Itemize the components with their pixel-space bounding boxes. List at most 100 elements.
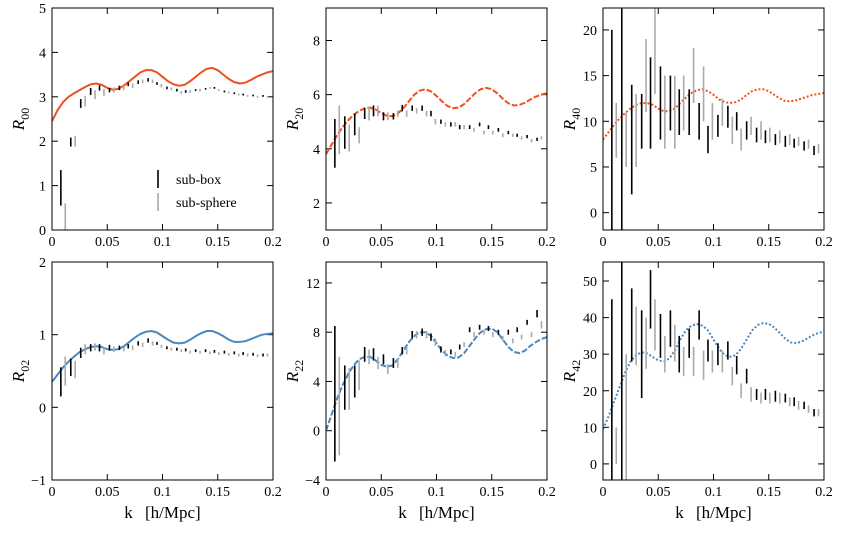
y-axis-label: R22 <box>283 360 306 383</box>
y-tick-label: 0 <box>39 224 46 239</box>
legend-label: sub-box <box>176 173 221 188</box>
x-tick-label: 0.15 <box>480 485 505 500</box>
y-label-main: R <box>283 119 302 131</box>
y-tick-label: 30 <box>583 348 597 363</box>
x-tick-label: 0.1 <box>705 485 723 500</box>
y-tick-label: 10 <box>583 421 597 436</box>
axes-frame <box>325 261 548 481</box>
x-tick-label: 0.05 <box>95 485 120 500</box>
x-tick-label: 0.05 <box>369 235 394 250</box>
model-line <box>52 330 273 383</box>
y-tick-label: 0 <box>39 401 46 416</box>
x-tick-label: 0.05 <box>369 485 394 500</box>
x-tick-label: 0.2 <box>538 235 556 250</box>
x-tick-label: 0.2 <box>264 235 282 250</box>
y-label-main: R <box>560 371 579 383</box>
y-tick-label: 20 <box>583 385 597 400</box>
y-label-sub: 22 <box>292 360 306 372</box>
legend-label: sub-sphere <box>176 196 237 211</box>
x-tick-label: 0.05 <box>646 235 671 250</box>
x-tick-label: 0.15 <box>757 235 782 250</box>
y-tick-label: 4 <box>39 46 46 61</box>
x-tick-label: 0 <box>49 485 56 500</box>
y-tick-label: 0 <box>590 207 597 222</box>
x-tick-label: 0.2 <box>815 485 833 500</box>
y-label-main: R <box>9 119 28 131</box>
y-tick-label: 4 <box>313 143 320 158</box>
y-tick-label: 2 <box>39 256 46 271</box>
y-tick-label: 20 <box>583 24 597 39</box>
model-line <box>52 66 273 122</box>
y-tick-label: 5 <box>39 2 46 17</box>
y-tick-label: 10 <box>583 115 597 130</box>
x-tick-label: 0 <box>600 485 607 500</box>
x-tick-label: 0.2 <box>815 235 833 250</box>
panel: 0 0.05 0.1 0.15 0.2 0 1 2 3 4 5 R00 sub-box sub-spher… <box>9 2 282 250</box>
x-tick-label: 0.1 <box>154 235 172 250</box>
x-tick-label: 0.1 <box>428 235 446 250</box>
y-tick-label: 3 <box>39 91 46 106</box>
x-axis-label: k [h/Mpc] <box>124 503 200 522</box>
x-tick-label: 0.2 <box>264 485 282 500</box>
y-tick-label: 4 <box>313 375 320 390</box>
y-tick-label: 0 <box>590 458 597 473</box>
y-tick-label: 8 <box>313 34 320 49</box>
y-label-sub: 00 <box>18 108 32 120</box>
y-tick-label: 6 <box>313 89 320 104</box>
y-tick-label: 15 <box>583 70 597 85</box>
panel: 0 0.05 0.1 0.15 0.2 2 4 6 8 R20 <box>283 7 556 250</box>
y-tick-label: 50 <box>583 275 597 290</box>
y-axis-label: R20 <box>283 108 306 131</box>
axes-frame <box>602 261 825 481</box>
y-label-main: R <box>9 371 28 383</box>
y-axis-label: R02 <box>9 360 32 383</box>
y-tick-label: 2 <box>313 197 320 212</box>
y-label-main: R <box>283 371 302 383</box>
x-tick-label: 0 <box>323 485 330 500</box>
y-tick-label: 40 <box>583 312 597 327</box>
y-label-sub: 42 <box>569 360 583 372</box>
y-tick-label: 5 <box>590 161 597 176</box>
y-axis-label: R00 <box>9 108 32 131</box>
x-tick-label: 0.05 <box>95 235 120 250</box>
y-tick-label: 1 <box>39 329 46 344</box>
panel: 0 0.05 0.1 0.15 0.2 0 10 20 30 40 50 R42 k [h/Mpc] <box>560 261 833 522</box>
x-tick-label: 0.2 <box>538 485 556 500</box>
x-tick-label: 0.05 <box>646 485 671 500</box>
y-tick-label: 1 <box>39 180 46 195</box>
model-line <box>326 327 547 432</box>
x-tick-label: 0 <box>600 235 607 250</box>
x-tick-label: 0 <box>323 235 330 250</box>
axes-frame <box>51 7 274 231</box>
x-axis-label: k [h/Mpc] <box>398 503 474 522</box>
axes-frame <box>325 7 548 231</box>
x-tick-label: 0.1 <box>705 235 723 250</box>
x-tick-label: 0.15 <box>757 485 782 500</box>
y-label-sub: 20 <box>292 108 306 120</box>
x-axis-label: k [h/Mpc] <box>675 503 751 522</box>
y-axis-label: R42 <box>560 360 583 383</box>
x-tick-label: 0.15 <box>480 235 505 250</box>
y-label-main: R <box>560 119 579 131</box>
x-tick-label: 0.1 <box>428 485 446 500</box>
x-tick-label: 0.15 <box>206 485 231 500</box>
model-line <box>326 86 547 155</box>
y-label-sub: 40 <box>569 108 583 120</box>
axes-frame <box>602 7 825 231</box>
panel: 0 0.05 0.1 0.15 0.2 0 5 10 15 20 R40 <box>560 7 833 250</box>
y-tick-label: 12 <box>306 277 320 292</box>
model-line <box>603 322 824 430</box>
axes-frame <box>51 261 274 481</box>
y-tick-label: −1 <box>31 474 46 489</box>
y-tick-label: 2 <box>39 135 46 150</box>
x-tick-label: 0 <box>49 235 56 250</box>
y-axis-label: R40 <box>560 108 583 131</box>
y-tick-label: −4 <box>305 474 320 489</box>
model-line <box>603 88 824 141</box>
y-label-sub: 02 <box>18 360 32 372</box>
y-tick-label: 8 <box>313 326 320 341</box>
x-tick-label: 0.15 <box>206 235 231 250</box>
